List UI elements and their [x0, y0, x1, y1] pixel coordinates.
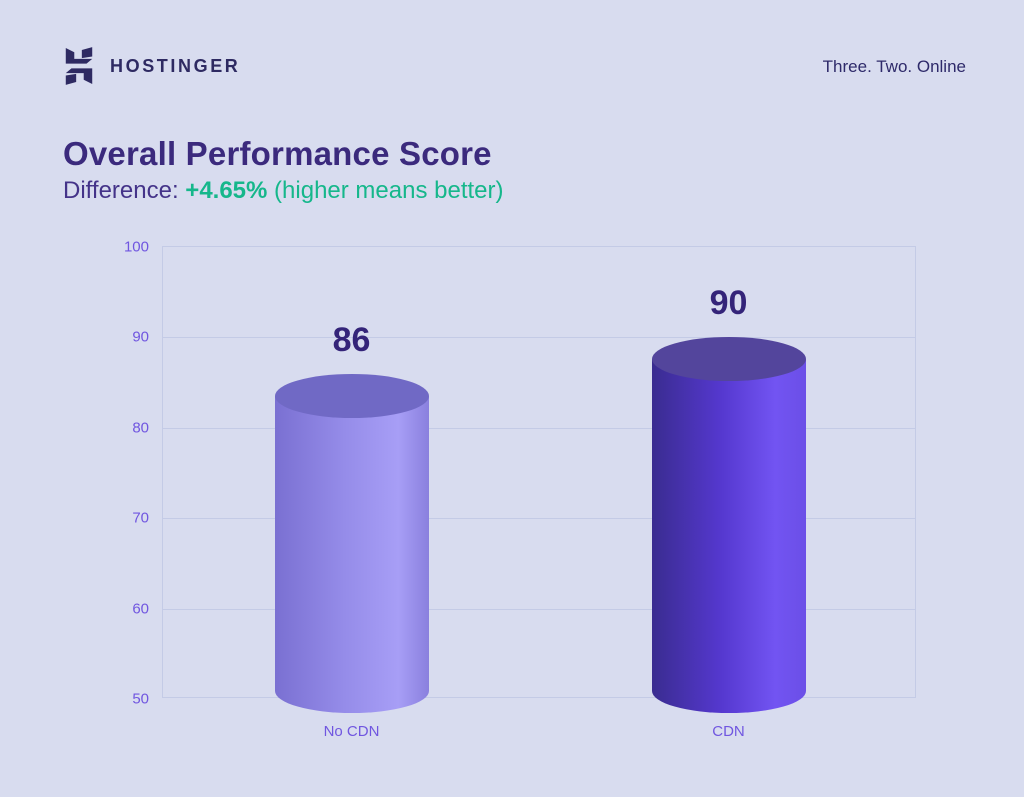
bar-value-label-cdn: 90 [709, 284, 748, 323]
page-title: Overall Performance Score [63, 135, 492, 172]
difference-note: (higher means better) [274, 177, 504, 204]
y-axis-tick-label: 100 [123, 238, 149, 256]
bar-value-label-no-cdn: 86 [332, 320, 371, 359]
hostinger-h-icon [65, 47, 93, 85]
x-axis-category-label-cdn: CDN [712, 723, 745, 740]
chart-subtitle: Difference: +4.65% (higher means better) [63, 177, 504, 205]
y-axis-tick-label: 90 [132, 328, 149, 346]
bar-cylinder-cdn [651, 337, 806, 713]
cylinder-top-ellipse [651, 337, 806, 382]
cylinder-body [651, 359, 806, 713]
y-axis-tick-label: 70 [132, 509, 149, 527]
gridline [163, 608, 915, 610]
plot-area: 50 60 70 80 90 100 86 No CDN 90 CDN [124, 239, 916, 740]
y-axis-tick-label: 60 [132, 600, 149, 618]
y-axis-tick-label: 50 [132, 690, 149, 708]
cylinder-body [274, 395, 429, 713]
bar-cylinder-no-cdn [274, 373, 429, 713]
difference-label: Difference: [63, 177, 186, 204]
y-axis-tick-label: 80 [132, 419, 149, 437]
hostinger-logo: HOSTINGER [62, 46, 240, 86]
gridline [163, 337, 915, 339]
gridline [163, 518, 915, 520]
brand-tagline: Three. Two. Online [822, 57, 966, 76]
gridline [163, 427, 915, 429]
cylinder-top-ellipse [274, 373, 429, 418]
difference-value: +4.65% [185, 177, 268, 204]
brand-name: HOSTINGER [110, 55, 241, 76]
x-axis-category-label-no-cdn: No CDN [323, 723, 380, 740]
